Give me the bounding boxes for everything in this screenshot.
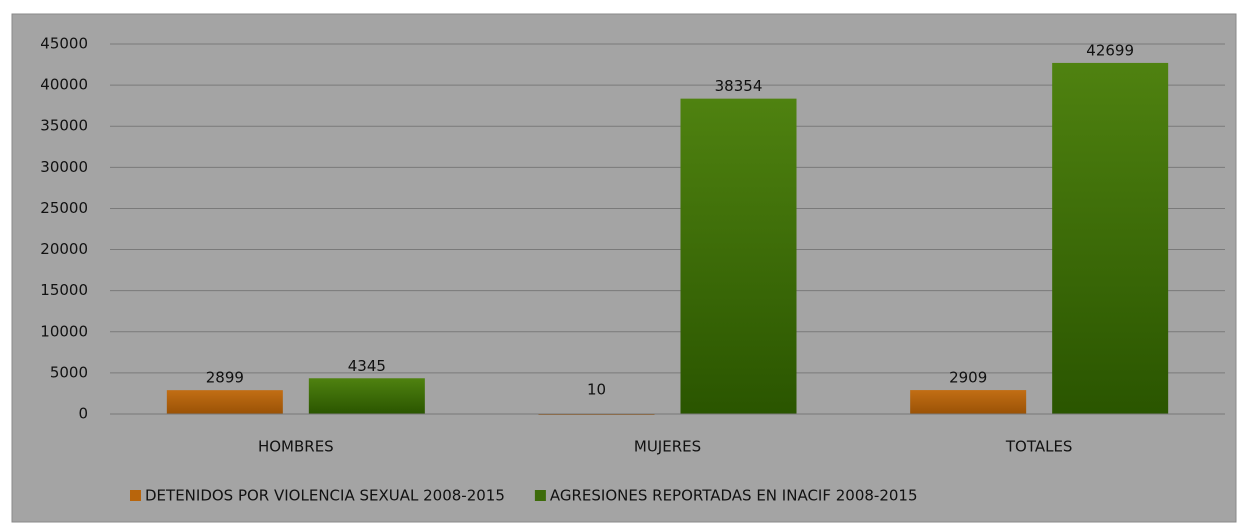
y-tick-label: 5000 <box>50 363 88 381</box>
bar <box>308 378 425 414</box>
x-tick-label: TOTALES <box>1005 438 1073 456</box>
y-tick-label: 35000 <box>40 117 88 135</box>
legend-label: AGRESIONES REPORTADAS EN INACIF 2008-201… <box>550 487 918 505</box>
x-tick-label: HOMBRES <box>258 438 334 456</box>
bar <box>680 98 797 414</box>
y-tick-label: 40000 <box>40 76 88 94</box>
y-tick-label: 0 <box>78 405 88 423</box>
x-tick-label: MUJERES <box>634 438 701 456</box>
data-label: 2899 <box>206 369 244 387</box>
y-tick-label: 15000 <box>40 281 88 299</box>
bar <box>166 390 283 414</box>
data-label: 42699 <box>1086 41 1134 59</box>
y-tick-label: 25000 <box>40 199 88 217</box>
y-tick-label: 30000 <box>40 158 88 176</box>
legend-swatch <box>534 490 546 501</box>
y-tick-label: 45000 <box>40 35 88 53</box>
data-label: 4345 <box>348 357 386 375</box>
bar <box>1052 62 1169 414</box>
legend-swatch <box>130 490 141 501</box>
y-tick-label: 10000 <box>40 322 88 340</box>
data-label: 10 <box>587 381 606 399</box>
plot-background <box>11 13 1237 523</box>
y-tick-label: 20000 <box>40 240 88 258</box>
data-label: 2909 <box>949 369 987 387</box>
bar <box>910 390 1027 414</box>
legend-label: DETENIDOS POR VIOLENCIA SEXUAL 2008-2015 <box>145 487 505 505</box>
data-label: 38354 <box>715 77 763 95</box>
